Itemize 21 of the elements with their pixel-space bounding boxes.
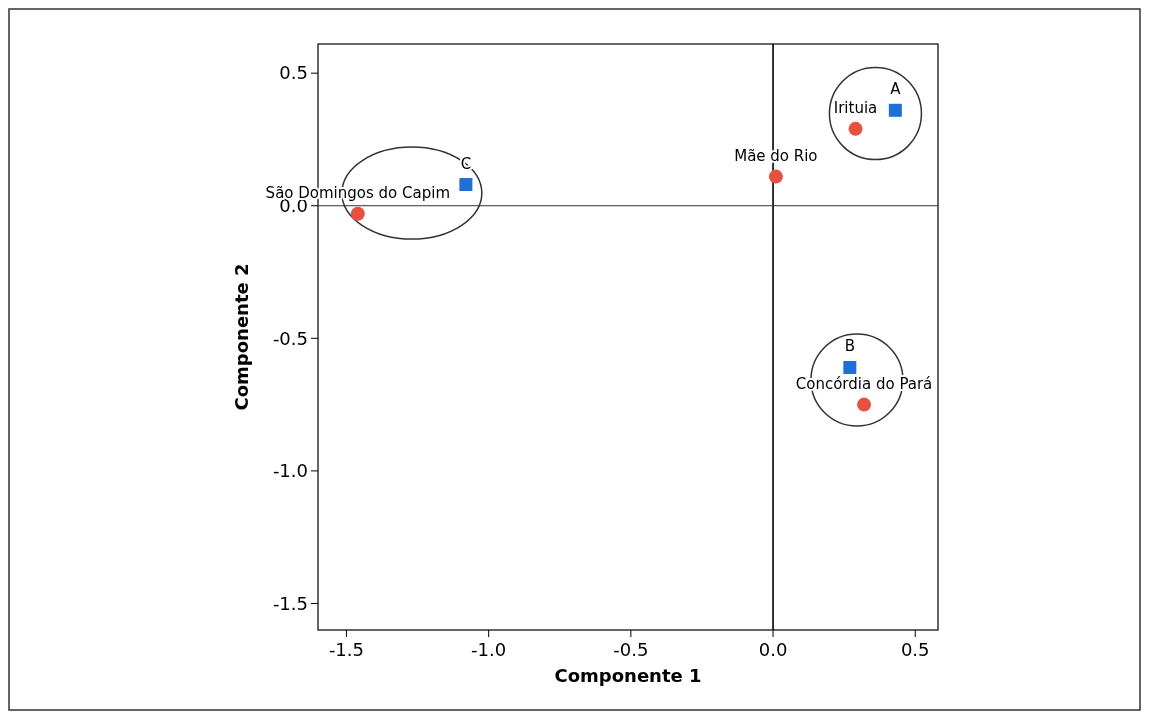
y-tick-label: -0.5 (272, 327, 308, 349)
annotation: Irituia (833, 98, 878, 117)
x-axis-title: Componente 1 (554, 665, 702, 686)
point (768, 169, 783, 184)
point (888, 103, 902, 117)
annotation: B (844, 337, 855, 356)
x-tick-label: -1.5 (328, 639, 364, 660)
point (843, 360, 857, 374)
point (848, 121, 863, 136)
point (350, 206, 365, 221)
x-tick-label: 0.0 (758, 639, 788, 660)
point (459, 178, 473, 192)
point (857, 397, 872, 412)
x-tick-label: -0.5 (613, 639, 649, 660)
y-axis-title: Componente 2 (231, 263, 252, 411)
y-tick-label: -1.0 (272, 460, 308, 482)
annotation: A (890, 80, 902, 99)
y-tick-label: 0.5 (279, 62, 308, 84)
y-tick-label: -1.5 (272, 592, 308, 614)
x-tick-label: 0.5 (900, 639, 930, 660)
x-tick-label: -1.0 (471, 639, 507, 660)
